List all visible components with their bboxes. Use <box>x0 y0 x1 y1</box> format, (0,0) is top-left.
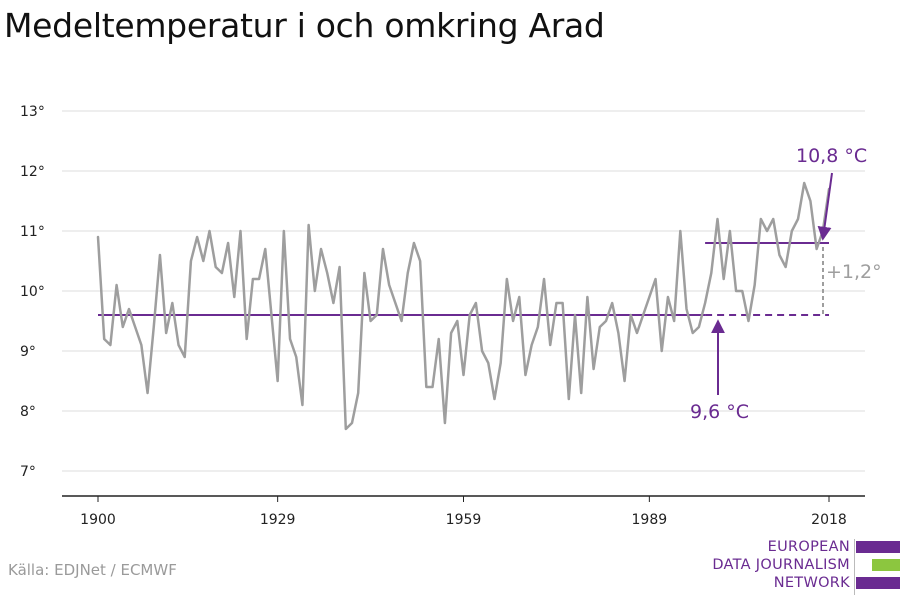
logo-line-3: NETWORK <box>773 575 850 591</box>
y-tick-label: 10° <box>20 284 45 300</box>
reference-lines <box>98 242 829 316</box>
x-axis: 1900 1929 1959 1989 2018 <box>62 495 865 528</box>
y-tick-label: 7° <box>20 464 36 480</box>
series-layer <box>96 181 831 431</box>
source-note: Källa: EDJNet / ECMWF <box>8 561 177 579</box>
annotations: +1,2° 10,8 °C 9,6 °C <box>690 145 882 423</box>
logo-line-2: DATA JOURNALISM <box>712 557 850 573</box>
x-tick-label: 1929 <box>260 512 296 528</box>
x-tick-label: 1900 <box>80 512 116 528</box>
difference-label: +1,2° <box>826 261 882 283</box>
recent-mean-label: 10,8 °C <box>796 145 867 167</box>
y-axis-ticks: 7° 8° 9° 10° 11° 12° 13° <box>20 104 45 480</box>
y-tick-label: 9° <box>20 344 36 360</box>
logo-bar-bottom <box>856 577 900 589</box>
x-tick-label: 1989 <box>632 512 668 528</box>
y-tick-label: 12° <box>20 164 45 180</box>
baseline-mean-label: 9,6 °C <box>690 401 749 423</box>
x-tick-label: 1959 <box>446 512 482 528</box>
chart-title: Medeltemperatur i och omkring Arad <box>4 6 605 45</box>
logo-bar-middle <box>872 559 900 571</box>
temperature-series-line <box>96 181 831 431</box>
y-tick-label: 11° <box>20 224 45 240</box>
logo-bar-top <box>856 541 900 553</box>
logo-divider <box>854 539 855 595</box>
edjnet-logo: EUROPEAN DATA JOURNALISM NETWORK <box>710 539 900 595</box>
x-tick-label: 2018 <box>811 512 847 528</box>
grid-lines <box>62 110 865 472</box>
recent-mean-arrow <box>817 172 833 241</box>
y-tick-label: 8° <box>20 404 36 420</box>
y-tick-label: 13° <box>20 104 45 120</box>
logo-line-1: EUROPEAN <box>767 539 850 555</box>
